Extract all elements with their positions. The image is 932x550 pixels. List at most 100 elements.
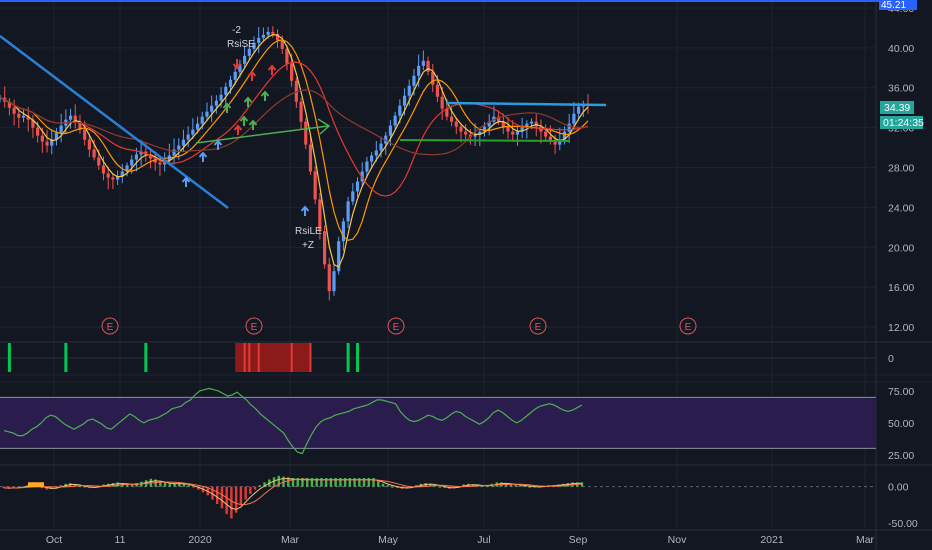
candle-body xyxy=(148,154,153,159)
candle-body xyxy=(214,100,218,106)
time-tick-label: Mar xyxy=(856,534,875,546)
earnings-marker[interactable]: E xyxy=(245,317,263,335)
earnings-marker-label: E xyxy=(393,322,400,333)
candle-body xyxy=(553,141,557,145)
time-axis[interactable]: Oct 11 2020 Mar May Jul Sep Nov 2021 Mar xyxy=(46,534,875,546)
candle-body xyxy=(562,131,567,140)
candle-body xyxy=(318,199,322,232)
macd-histogram-bar xyxy=(405,486,408,489)
signal-strip-pane[interactable]: 0 xyxy=(0,343,894,372)
candle-body xyxy=(247,48,251,56)
price-axis[interactable]: 44.0040.0036.0032.0028.0024.0020.0016.00… xyxy=(888,3,914,334)
rsi-pane[interactable]: 75.00 50.00 25.00 xyxy=(0,386,914,462)
strip-green-mark xyxy=(356,343,360,372)
candle-body xyxy=(17,113,21,118)
rsi-band xyxy=(0,397,876,449)
buy-arrow-icon xyxy=(247,70,257,81)
strip-red-mark xyxy=(290,343,293,372)
time-tick-label: 2020 xyxy=(188,534,212,546)
macd-histogram-bar xyxy=(509,483,513,487)
macd-histogram-bar xyxy=(234,486,238,513)
macd-histogram-bar xyxy=(168,483,172,487)
candle-body xyxy=(271,31,275,34)
candle-body xyxy=(134,154,139,160)
macd-histogram-bar xyxy=(73,484,77,487)
candle-body xyxy=(449,116,454,122)
earnings-marker-label: E xyxy=(107,322,114,333)
macd-histogram-bar xyxy=(192,486,195,488)
macd-histogram-bar xyxy=(320,478,323,487)
candle-body xyxy=(482,126,487,132)
macd-histogram-bar xyxy=(519,485,522,487)
buy-arrow-icon xyxy=(222,102,232,113)
price-pane[interactable]: -2 RsiSE RsiLE +Z E E E E E xyxy=(0,25,697,335)
candle-body xyxy=(186,134,190,140)
earnings-marker-label: E xyxy=(535,322,542,333)
candle-body xyxy=(257,37,261,43)
macd-histogram-bar xyxy=(258,485,262,487)
candle-body xyxy=(101,165,106,174)
earnings-marker[interactable]: E xyxy=(101,317,119,335)
candle-body xyxy=(341,221,345,242)
price-tick-label: 36.00 xyxy=(888,83,914,95)
candle-body xyxy=(78,121,82,130)
candle-body xyxy=(478,131,482,135)
support-line[interactable] xyxy=(399,139,571,142)
moving-average-line xyxy=(0,34,589,268)
strip-green-mark xyxy=(7,343,11,372)
candle-body xyxy=(50,139,54,146)
macd-histogram-bar xyxy=(125,483,129,487)
earnings-marker[interactable]: E xyxy=(387,317,405,335)
candle-body xyxy=(106,173,110,178)
buy-arrow-icon xyxy=(239,115,249,126)
macd-histogram-bar xyxy=(296,478,299,487)
strip-red-mark xyxy=(257,343,260,372)
macd-histogram-bar xyxy=(372,478,375,487)
time-tick-label: 11 xyxy=(115,534,126,546)
time-tick-label: May xyxy=(378,534,399,546)
candle-body xyxy=(172,149,176,156)
macd-histogram-bar xyxy=(414,485,418,487)
earnings-marker-label: E xyxy=(685,322,692,333)
candle-body xyxy=(83,129,87,140)
candle-body xyxy=(539,126,543,132)
candle-body xyxy=(177,145,181,150)
countdown-text: 01:24:35 xyxy=(883,117,924,129)
macd-histogram-bar xyxy=(452,486,456,488)
strip-red-mark xyxy=(243,343,246,372)
candle-body xyxy=(280,39,284,49)
candle-body xyxy=(233,71,237,80)
macd-histogram-bar xyxy=(433,485,437,487)
downtrend-line[interactable] xyxy=(0,35,229,209)
candle-body xyxy=(26,115,30,120)
candle-body xyxy=(266,31,270,35)
macd-histogram-bar xyxy=(287,477,290,487)
earnings-marker[interactable]: E xyxy=(679,317,697,335)
candle-body xyxy=(275,33,280,40)
candle-body xyxy=(454,121,458,127)
candles-group xyxy=(0,26,590,301)
candle-body xyxy=(576,106,581,114)
candle-body xyxy=(54,132,59,140)
candle-body xyxy=(158,162,162,165)
earnings-marker[interactable]: E xyxy=(529,317,547,335)
long-signal-count: +Z xyxy=(302,240,314,251)
buy-arrow-icon xyxy=(198,151,208,162)
macd-histogram-bar xyxy=(391,486,394,488)
macd-histogram-bar xyxy=(528,486,532,488)
macd-histogram-bar xyxy=(225,486,228,515)
candle-body xyxy=(412,75,416,86)
candle-body xyxy=(351,191,355,202)
candle-body xyxy=(97,157,101,166)
macd-histogram-bar xyxy=(244,486,247,500)
macd-pane[interactable]: 0.00 -50.00 xyxy=(0,475,918,530)
macd-histogram-bar xyxy=(163,482,167,487)
macd-histogram-bar xyxy=(329,478,333,487)
moving-average-line xyxy=(0,39,589,241)
candle-body xyxy=(529,121,534,124)
resistance-line[interactable] xyxy=(445,101,607,107)
time-tick-label: Nov xyxy=(668,534,687,546)
candle-body xyxy=(497,116,501,122)
candle-body xyxy=(487,121,491,127)
